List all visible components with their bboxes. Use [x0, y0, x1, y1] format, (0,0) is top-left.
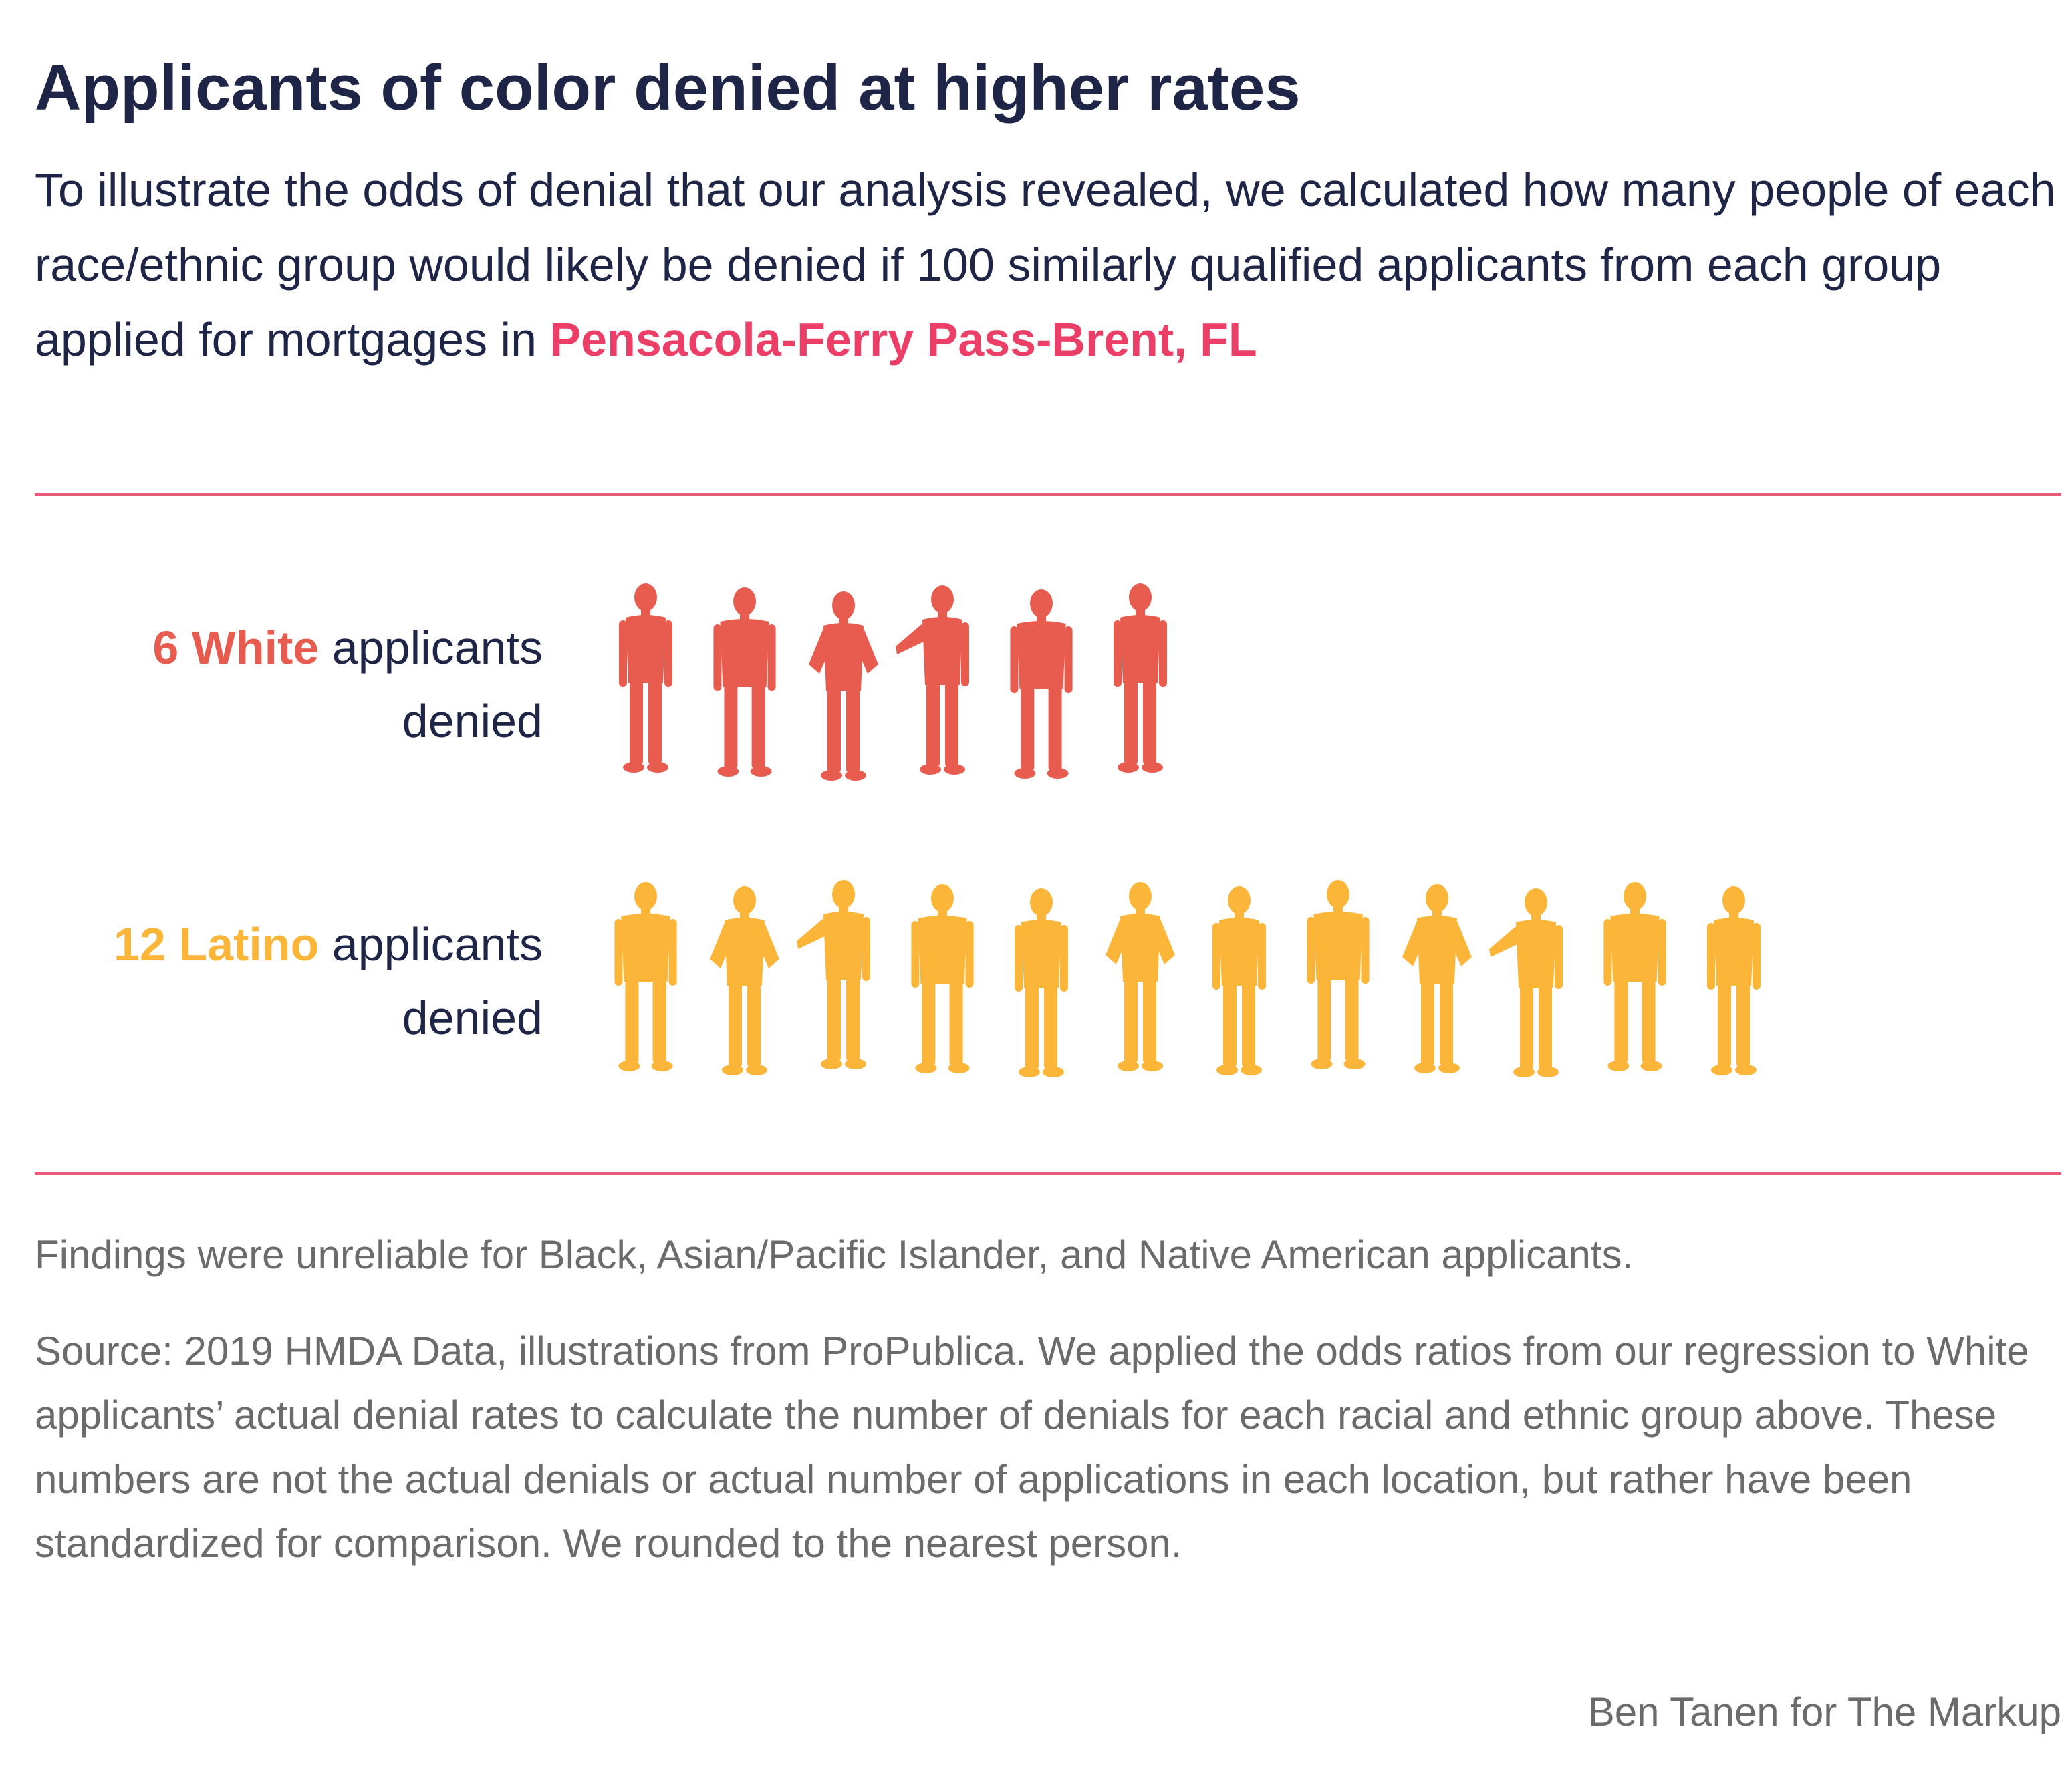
latino-applicant-figure	[911, 884, 974, 1073]
latino-applicant-figure	[710, 886, 779, 1075]
chart-subtitle: To illustrate the odds of denial that ou…	[35, 152, 2067, 377]
pictograph	[614, 583, 1761, 1077]
chart-title: Applicants of color denied at higher rat…	[35, 52, 1301, 124]
white-applicant-figure	[1114, 583, 1167, 773]
row-count-latino: 12 Latino	[114, 918, 319, 970]
latino-applicant-figure	[797, 880, 870, 1069]
row-label-latino: 12 Latino applicants denied	[35, 908, 543, 1055]
source-note: Source: 2019 HMDA Data, illustrations fr…	[35, 1329, 2029, 1566]
white-applicant-figure	[619, 583, 672, 773]
row-count-white: 6 White	[152, 622, 319, 674]
latino-applicant-figure	[1402, 884, 1472, 1073]
latino-applicant-figure	[1603, 882, 1666, 1071]
credit-line: Ben Tanen for The Markup	[1587, 1689, 2061, 1734]
row-suffix-latino: applicants	[332, 918, 543, 970]
latino-applicant-figure	[614, 882, 677, 1071]
latino-applicant-figure	[1307, 880, 1370, 1069]
latino-applicant-figure	[1015, 888, 1068, 1077]
bottom-divider	[35, 1172, 2061, 1175]
latino-applicant-figure	[1489, 888, 1563, 1077]
latino-applicant-figure	[1106, 882, 1175, 1071]
latino-applicant-figure	[1212, 886, 1266, 1075]
unreliable-note: Findings were unreliable for Black, Asia…	[35, 1232, 1634, 1277]
row-label-white: 6 White applicants denied	[35, 611, 543, 758]
row-line2-latino: denied	[402, 992, 543, 1044]
white-applicant-figure	[713, 587, 776, 777]
latino-applicant-figure	[1707, 886, 1761, 1075]
white-applicant-figure	[809, 591, 878, 781]
row-suffix-white: applicants	[332, 622, 543, 674]
top-divider	[35, 493, 2061, 496]
subtitle-text: To illustrate the odds of denial that ou…	[35, 164, 2056, 366]
white-applicant-figure	[1010, 589, 1073, 779]
white-applicant-figure	[896, 585, 969, 775]
location-highlight: Pensacola-Ferry Pass-Brent, FL	[549, 313, 1257, 366]
row-line2-white: denied	[402, 695, 543, 747]
